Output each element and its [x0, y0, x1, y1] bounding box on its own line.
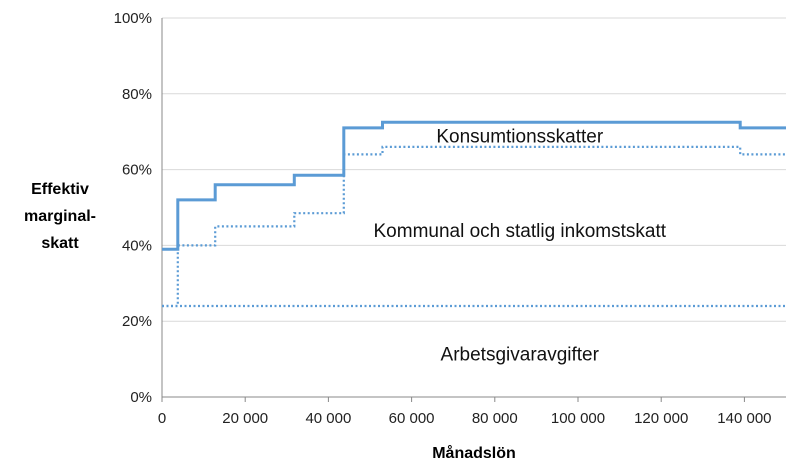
- x-tick-label: 20 000: [222, 410, 268, 427]
- annotation-label: Konsumtionsskatter: [436, 126, 604, 147]
- x-tick-label: 40 000: [305, 410, 351, 427]
- x-tick-label: 0: [158, 410, 166, 427]
- gridlines: [162, 17, 786, 322]
- x-tick-label: 120 000: [634, 410, 688, 427]
- x-tick-label: 60 000: [389, 410, 435, 427]
- series-line-2-dotted: [162, 145, 786, 308]
- annotation-label: Kommunal och statlig inkomstskatt: [374, 221, 667, 242]
- y-tick-labels: 0% 20% 40% 60% 80% 100%: [114, 10, 152, 406]
- y-tick-label: 80%: [122, 86, 152, 103]
- series-line-1-solid: [162, 120, 786, 251]
- y-axis-title-line-1: Effektiv: [31, 181, 89, 198]
- y-axis-title-line-2: marginal-: [24, 208, 96, 225]
- y-tick-label: 0%: [130, 389, 152, 406]
- y-tick-label: 60%: [122, 162, 152, 179]
- x-tick-label: 140 000: [717, 410, 771, 427]
- y-axis-title: Effektiv marginal- skatt: [24, 181, 96, 252]
- y-axis-title-line-3: skatt: [41, 235, 79, 252]
- x-tick-label: 100 000: [551, 410, 605, 427]
- x-axis-title: Månadslön: [432, 444, 516, 462]
- annotations: Konsumtionsskatter Kommunal och statlig i…: [374, 126, 667, 365]
- annotation-label: Arbetsgivaravgifter: [441, 344, 600, 365]
- y-tick-label: 100%: [114, 10, 152, 27]
- x-tick-labels: 0 20 000 40 000 60 000 80 000 100 000 120 000 1…: [158, 397, 772, 427]
- y-tick-label: 20%: [122, 313, 152, 330]
- x-tick-label: 80 000: [472, 410, 518, 427]
- y-tick-label: 40%: [122, 237, 152, 254]
- series-lines: [162, 120, 786, 308]
